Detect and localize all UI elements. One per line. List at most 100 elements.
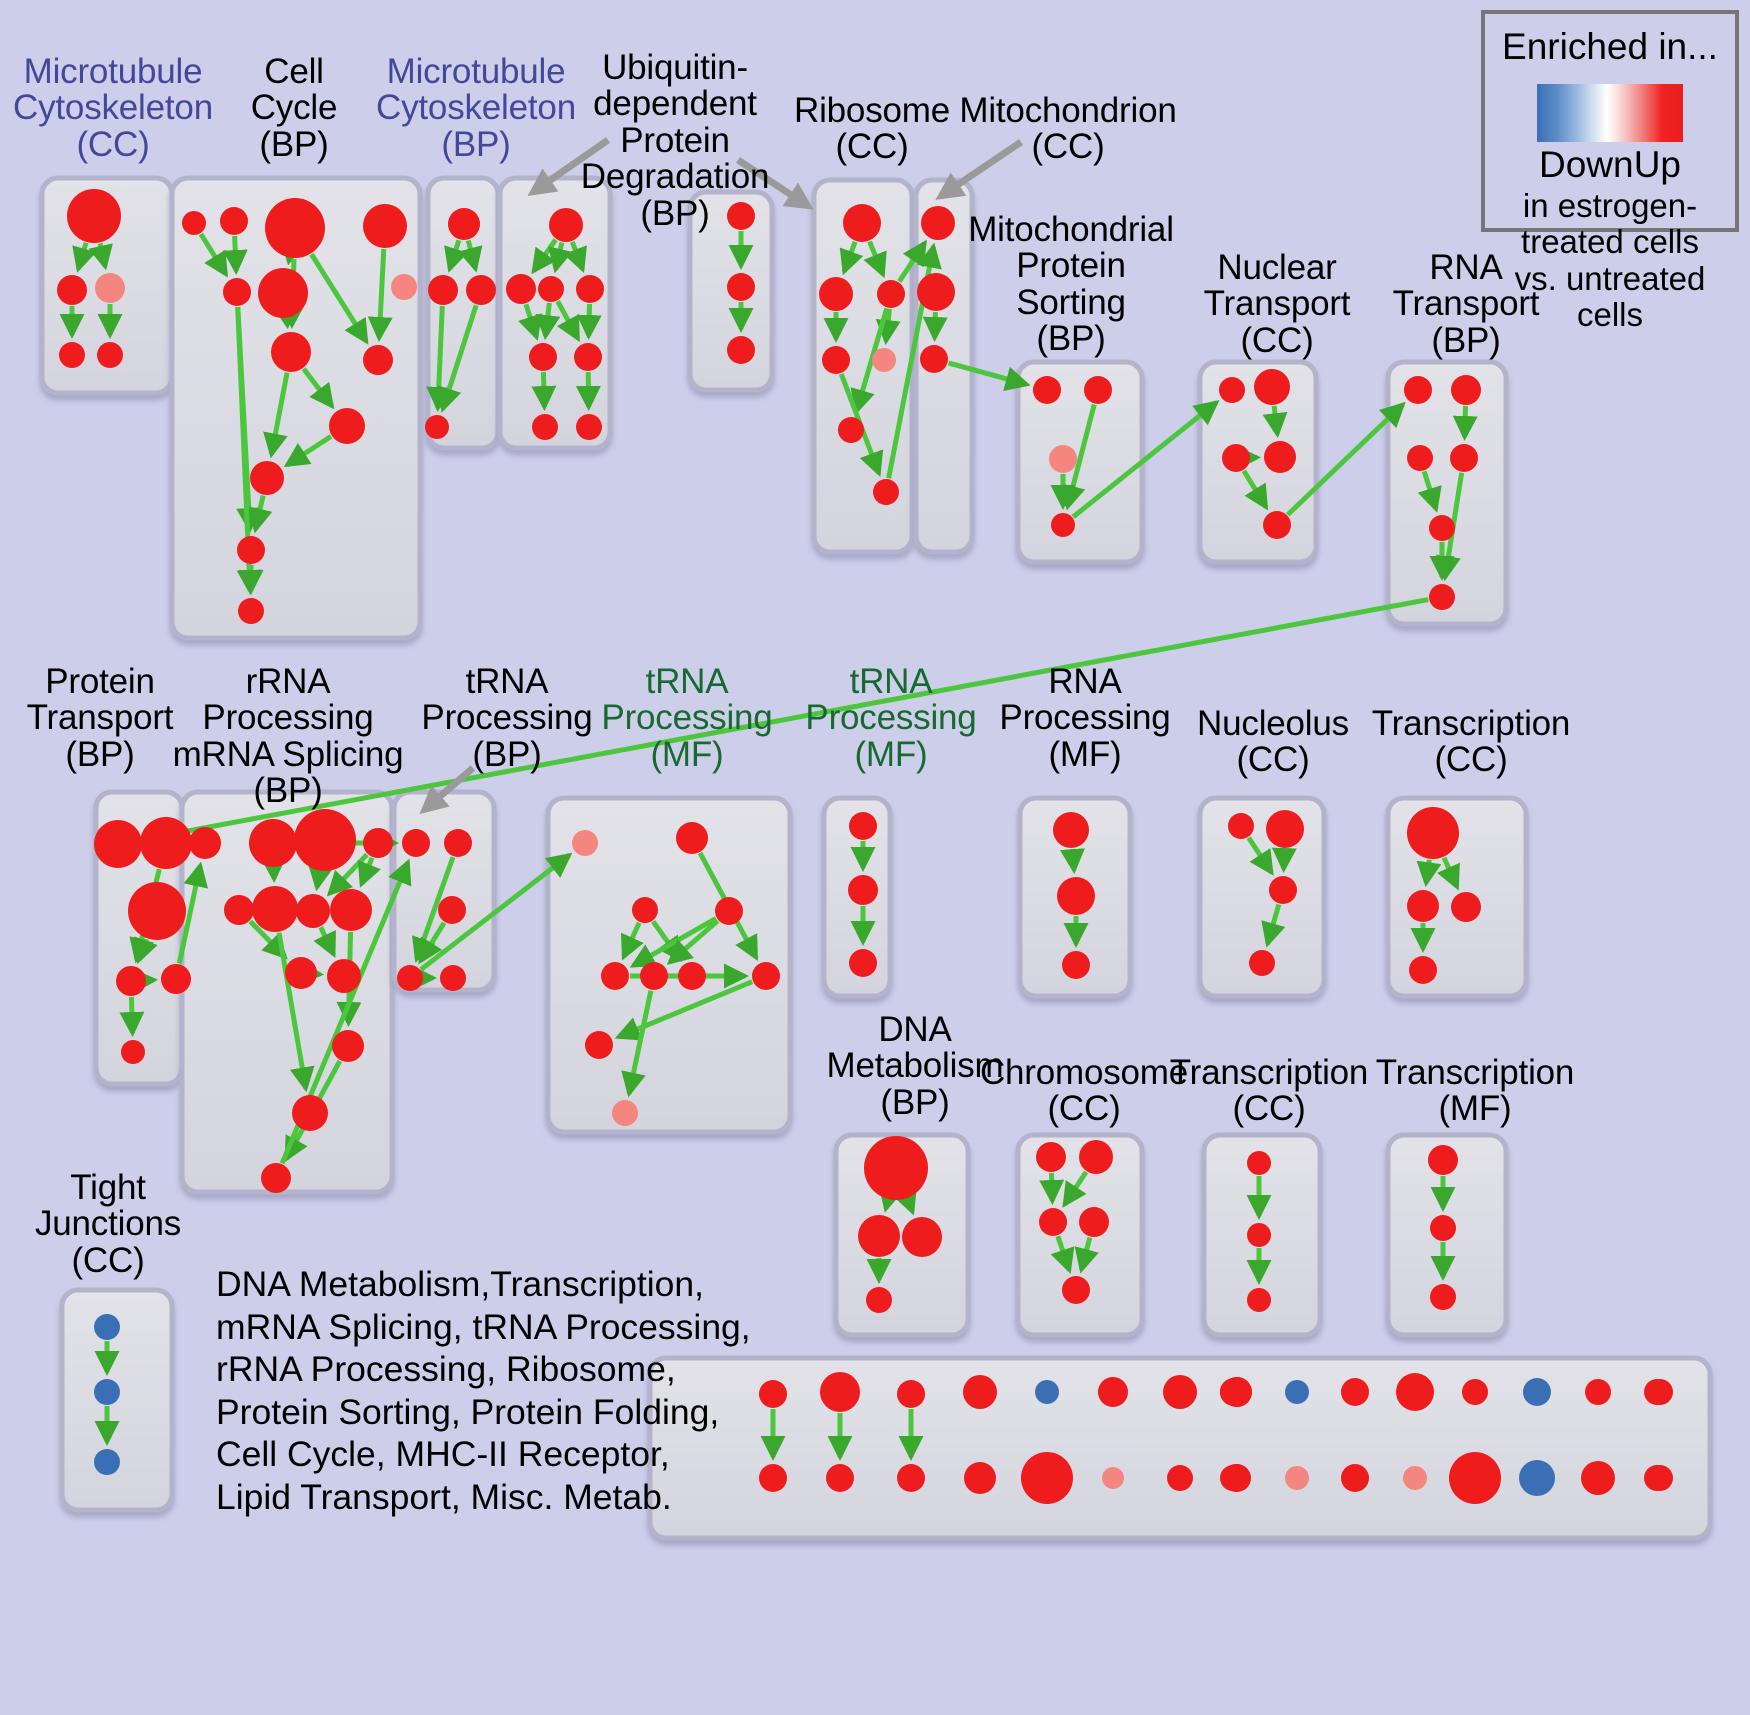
node-4[interactable] — [97, 342, 123, 368]
node-178[interactable] — [1396, 1373, 1434, 1411]
node-130[interactable] — [963, 1375, 997, 1409]
node-124[interactable] — [759, 1380, 787, 1408]
node-92[interactable] — [849, 812, 877, 840]
node-125[interactable] — [759, 1464, 787, 1492]
node-43[interactable] — [1033, 376, 1061, 404]
node-87[interactable] — [640, 962, 668, 990]
node-136[interactable] — [1163, 1375, 1197, 1409]
node-53[interactable] — [1451, 375, 1481, 405]
node-176[interactable] — [1341, 1378, 1369, 1406]
node-33[interactable] — [843, 204, 881, 242]
node-63[interactable] — [121, 1040, 145, 1064]
node-66[interactable] — [294, 809, 356, 871]
node-119[interactable] — [1430, 1215, 1456, 1241]
node-134[interactable] — [1098, 1377, 1128, 1407]
node-47[interactable] — [1219, 377, 1245, 403]
node-103[interactable] — [1407, 890, 1439, 922]
node-180[interactable] — [1462, 1379, 1488, 1405]
node-44[interactable] — [1084, 376, 1112, 404]
node-54[interactable] — [1407, 445, 1433, 471]
node-77[interactable] — [402, 829, 430, 857]
node-107[interactable] — [858, 1215, 900, 1257]
node-104[interactable] — [1451, 892, 1481, 922]
node-3[interactable] — [59, 342, 85, 368]
node-181[interactable] — [1449, 1452, 1501, 1504]
node-62[interactable] — [161, 964, 191, 994]
node-60[interactable] — [128, 882, 186, 940]
node-109[interactable] — [866, 1287, 892, 1313]
node-89[interactable] — [752, 962, 780, 990]
node-173[interactable] — [1223, 1465, 1249, 1491]
node-1[interactable] — [57, 275, 87, 305]
node-172[interactable] — [1222, 1378, 1250, 1406]
node-128[interactable] — [897, 1380, 925, 1408]
node-38[interactable] — [838, 417, 864, 443]
node-35[interactable] — [877, 280, 905, 308]
node-183[interactable] — [1519, 1460, 1555, 1496]
node-116[interactable] — [1247, 1223, 1271, 1247]
node-105[interactable] — [1409, 956, 1437, 984]
node-80[interactable] — [397, 965, 423, 991]
node-58[interactable] — [94, 820, 142, 868]
node-6[interactable] — [220, 207, 248, 235]
node-82[interactable] — [572, 830, 598, 856]
node-55[interactable] — [1450, 444, 1478, 472]
node-182[interactable] — [1523, 1378, 1551, 1406]
node-123[interactable] — [94, 1449, 120, 1475]
node-45[interactable] — [1049, 445, 1077, 473]
node-98[interactable] — [1228, 813, 1254, 839]
node-13[interactable] — [329, 408, 365, 444]
node-18[interactable] — [391, 274, 417, 300]
node-73[interactable] — [327, 959, 361, 993]
node-36[interactable] — [822, 346, 850, 374]
node-71[interactable] — [330, 889, 372, 931]
node-12[interactable] — [363, 345, 393, 375]
node-37[interactable] — [872, 348, 896, 372]
node-83[interactable] — [676, 822, 708, 854]
node-34[interactable] — [819, 277, 853, 311]
node-108[interactable] — [902, 1217, 942, 1257]
node-26[interactable] — [529, 343, 557, 371]
node-115[interactable] — [1247, 1151, 1271, 1175]
node-111[interactable] — [1079, 1140, 1113, 1174]
node-52[interactable] — [1404, 376, 1432, 404]
node-69[interactable] — [252, 886, 298, 932]
node-100[interactable] — [1269, 876, 1297, 904]
node-76[interactable] — [261, 1163, 291, 1193]
node-129[interactable] — [897, 1464, 925, 1492]
node-189[interactable] — [1647, 1465, 1673, 1491]
node-65[interactable] — [249, 819, 297, 867]
node-22[interactable] — [549, 208, 583, 242]
node-79[interactable] — [438, 896, 466, 924]
node-9[interactable] — [223, 278, 251, 306]
node-110[interactable] — [1036, 1142, 1066, 1172]
node-188[interactable] — [1647, 1379, 1673, 1405]
node-31[interactable] — [727, 273, 755, 301]
node-59[interactable] — [140, 817, 192, 869]
node-48[interactable] — [1254, 369, 1290, 405]
node-20[interactable] — [466, 275, 496, 305]
node-78[interactable] — [444, 829, 472, 857]
node-133[interactable] — [1021, 1452, 1073, 1504]
node-42[interactable] — [920, 345, 948, 373]
node-184[interactable] — [1585, 1379, 1611, 1405]
node-7[interactable] — [265, 198, 325, 258]
node-68[interactable] — [224, 895, 254, 925]
node-97[interactable] — [1062, 951, 1090, 979]
node-30[interactable] — [727, 202, 755, 230]
node-113[interactable] — [1079, 1207, 1109, 1237]
node-121[interactable] — [94, 1314, 120, 1340]
node-94[interactable] — [849, 949, 877, 977]
node-15[interactable] — [237, 536, 265, 564]
node-135[interactable] — [1102, 1467, 1124, 1489]
node-28[interactable] — [532, 414, 558, 440]
node-177[interactable] — [1341, 1464, 1369, 1492]
node-10[interactable] — [258, 268, 308, 318]
node-61[interactable] — [116, 966, 146, 996]
node-137[interactable] — [1167, 1465, 1193, 1491]
node-112[interactable] — [1039, 1208, 1067, 1236]
node-24[interactable] — [538, 276, 564, 302]
node-117[interactable] — [1247, 1288, 1271, 1312]
node-2[interactable] — [95, 273, 125, 303]
node-67[interactable] — [363, 828, 393, 858]
